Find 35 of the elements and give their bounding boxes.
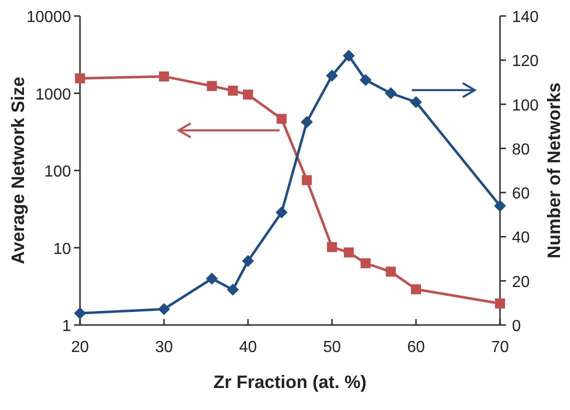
point — [276, 114, 287, 124]
point — [360, 258, 371, 268]
point — [327, 242, 337, 252]
y2-tick-label: 80 — [512, 141, 530, 158]
y-tick-label: 10 — [53, 240, 72, 258]
x-tick-label: 60 — [407, 339, 425, 356]
y-tick-label: 1 — [62, 318, 72, 335]
point — [243, 90, 253, 100]
x-tick-label: 70 — [491, 339, 509, 356]
y2-tick-label: 0 — [512, 318, 521, 335]
y-tick-label: 1000 — [35, 86, 72, 104]
y-tick-label: 100 — [44, 164, 72, 180]
y2-tick-label: 40 — [512, 230, 530, 247]
y-tick-label: 10000 — [26, 9, 72, 26]
x-tick-label: 40 — [239, 339, 257, 356]
point — [228, 86, 238, 96]
point — [344, 247, 354, 258]
point — [75, 73, 85, 84]
x-axis-title: Zr Fraction (at. %) — [213, 372, 367, 392]
point — [206, 81, 217, 92]
y-axis-title: Average Network Size — [8, 76, 28, 264]
y2-tick-label: 140 — [512, 9, 539, 26]
point — [411, 284, 421, 294]
x-tick-label: 50 — [323, 339, 341, 356]
point — [386, 266, 396, 277]
point — [159, 71, 169, 82]
point — [302, 175, 312, 186]
y2-tick-label: 20 — [512, 274, 530, 291]
x-tick-label: 20 — [71, 339, 89, 356]
y2-tick-label: 120 — [512, 53, 539, 70]
y2-axis-title: Number of Networks — [544, 82, 564, 259]
y2-tick-label: 60 — [512, 186, 530, 203]
y2-tick-label: 100 — [512, 97, 539, 114]
point — [495, 298, 505, 308]
x-tick-label: 30 — [155, 339, 173, 356]
